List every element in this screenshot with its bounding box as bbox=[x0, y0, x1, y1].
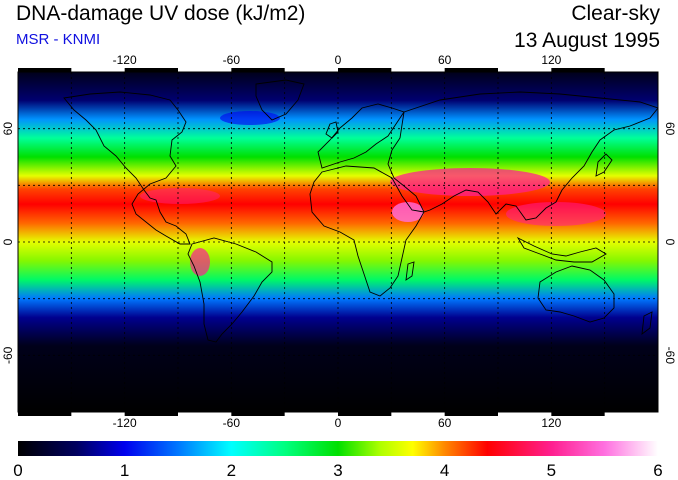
longitude-label-bottom: 60 bbox=[438, 416, 452, 430]
longitude-label-bottom: 0 bbox=[335, 416, 342, 430]
coastline-africa bbox=[309, 165, 425, 297]
colorbar-tick-label: 5 bbox=[547, 461, 556, 480]
frame-bar-bottom bbox=[18, 412, 72, 416]
latitude-label-left: -60 bbox=[1, 346, 15, 364]
coastlines bbox=[63, 79, 658, 343]
date-label: 13 August 1995 bbox=[514, 29, 660, 52]
longitude-label-top: 0 bbox=[335, 53, 342, 67]
longitude-label-top: -120 bbox=[113, 53, 137, 67]
coastline-british-isles bbox=[325, 121, 339, 139]
tibet-high-dose bbox=[390, 168, 550, 196]
longitude-label-top: 60 bbox=[438, 53, 452, 67]
frame-bar-bottom bbox=[338, 412, 392, 416]
longitude-label-bottom: -60 bbox=[223, 416, 241, 430]
colorbar-tick-label: 2 bbox=[227, 461, 236, 480]
map-frame bbox=[17, 68, 659, 416]
sky-condition-label: Clear-sky bbox=[571, 2, 660, 25]
graticule bbox=[18, 72, 658, 412]
latitude-labels: 60 60 0 0 -60 -60 bbox=[1, 122, 677, 365]
colorbar-tick-label: 0 bbox=[13, 461, 22, 480]
frame-bar-top bbox=[124, 68, 178, 72]
colorbar-tick-label: 4 bbox=[440, 461, 449, 480]
coastline-greenland bbox=[255, 79, 305, 121]
longitude-label-bottom: 120 bbox=[541, 416, 561, 430]
greenland-low-dose bbox=[220, 111, 280, 125]
east-africa-high-dose bbox=[392, 202, 424, 222]
west-pacific-high-dose bbox=[506, 202, 606, 226]
latitude-label-right: 60 bbox=[663, 122, 677, 136]
longitude-label-top: 120 bbox=[541, 53, 561, 67]
coastline-south-america bbox=[187, 237, 273, 343]
colorbar-labels: 0 1 2 3 4 5 6 bbox=[13, 461, 662, 480]
frame-bar-top bbox=[231, 68, 285, 72]
frame-bar-top bbox=[338, 68, 392, 72]
frame-bar-top bbox=[444, 68, 498, 72]
frame-bar-bottom bbox=[124, 412, 178, 416]
longitude-label-top: -60 bbox=[223, 53, 241, 67]
coastline-indonesia bbox=[516, 236, 607, 263]
longitude-label-bottom: -120 bbox=[113, 416, 137, 430]
coastline-asia bbox=[387, 91, 658, 221]
chart-title: DNA-damage UV dose (kJ/m2) bbox=[16, 2, 306, 25]
colorbar-strip bbox=[18, 441, 658, 456]
frame-bar-bottom bbox=[444, 412, 498, 416]
latitude-label-left: 60 bbox=[1, 122, 15, 136]
colorbar-tick-label: 6 bbox=[653, 461, 662, 480]
frame-bar-top bbox=[18, 68, 72, 72]
latitude-label-left: 0 bbox=[1, 238, 15, 245]
mexico-high-dose bbox=[140, 188, 220, 204]
coastline-australia bbox=[537, 265, 615, 323]
frame-bar-top bbox=[551, 68, 605, 72]
colorbar-tick-label: 3 bbox=[333, 461, 342, 480]
frame-bar-bottom bbox=[231, 412, 285, 416]
coastline-north-america bbox=[63, 91, 191, 245]
coastline-new-zealand bbox=[641, 311, 653, 335]
coastline-madagascar bbox=[405, 261, 415, 281]
longitude-labels: -120 -120 -60 -60 0 0 60 60 120 120 bbox=[113, 53, 562, 430]
coastline-europe bbox=[317, 103, 405, 169]
frame-bar-bottom bbox=[551, 412, 605, 416]
coastline-japan bbox=[595, 153, 613, 177]
latitude-label-right: -60 bbox=[663, 347, 677, 365]
source-label: MSR - KNMI bbox=[16, 31, 101, 48]
latitude-label-right: 0 bbox=[663, 239, 677, 246]
colorbar-tick-label: 1 bbox=[120, 461, 129, 480]
dose-field-features bbox=[140, 111, 606, 276]
